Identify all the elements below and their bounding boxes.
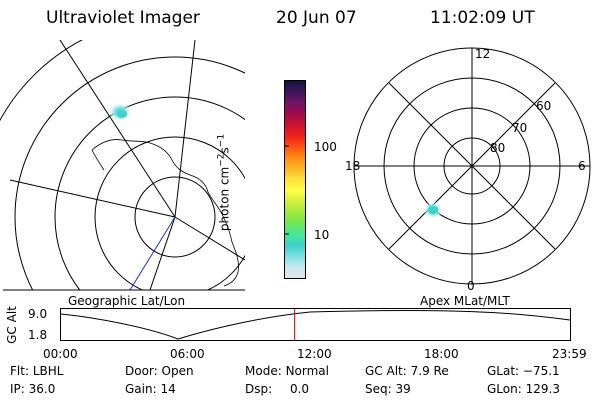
status-value: 14 (160, 382, 176, 396)
status-key: Mode: (245, 364, 282, 378)
longitude-line (9, 179, 176, 218)
date-label: 20 Jun 07 (276, 8, 357, 28)
status-key: GLat: (487, 364, 520, 378)
apex-map: 12 0 18 6 60 70 80 (345, 47, 591, 293)
status-key: Door: (125, 364, 158, 378)
latitude-circle (134, 176, 216, 258)
status-ip: IP: 36.0 (10, 382, 55, 396)
aurora-core (117, 110, 127, 118)
status-key: Dsp: (245, 382, 273, 396)
longitude-line (174, 216, 245, 261)
timeline-xtick-0000: 00:00 (43, 347, 78, 361)
status-value: Normal (285, 364, 329, 378)
status-value: Open (161, 364, 194, 378)
timeline-xtick-2359: 23:59 (552, 347, 587, 361)
colorbar (284, 80, 306, 279)
status-key: Seq: (365, 382, 392, 396)
status-key: Gain: (125, 382, 157, 396)
timeline-axis-label: GC Alt (5, 306, 19, 344)
mlt-label-6: 6 (578, 159, 586, 173)
aurora-core (428, 206, 438, 214)
mlt-label-12: 12 (475, 47, 490, 61)
colorbar-tick-10: 10 (314, 228, 330, 242)
mlt-label-0: 0 (467, 279, 475, 293)
status-value: 39 (395, 382, 411, 396)
status-glat: GLat: −75.1 (487, 364, 560, 378)
longitude-line (59, 40, 176, 218)
status-value: −75.1 (522, 364, 560, 378)
latitude-circle (14, 56, 245, 290)
status-key: GC Alt: (365, 364, 407, 378)
colorbar-bar (284, 80, 306, 279)
timeline-xtick-1200: 12:00 (297, 347, 332, 361)
colorbar-unit-main: photon cm (217, 166, 232, 232)
colorbar-unit-sup2: −1 (216, 133, 227, 148)
geographic-map-label: Geographic Lat/Lon (68, 294, 186, 308)
colorbar-unit: photon cm−2s−1 (217, 108, 232, 258)
status-filter: Flt: LBHL (10, 364, 63, 378)
app-title: Ultraviolet Imager (46, 8, 200, 28)
timeline-xtick-0600: 06:00 (170, 347, 205, 361)
mlat-label-60: 60 (536, 99, 551, 113)
apex-map-label: Apex MLat/MLT (420, 294, 510, 308)
status-door: Door: Open (125, 364, 194, 378)
timeline-plot (60, 308, 571, 341)
status-value: 0.0 (289, 382, 310, 396)
status-key: Flt: (10, 364, 29, 378)
longitude-line (174, 40, 196, 218)
timeline-xtick-1800: 18:00 (424, 347, 459, 361)
time-label: 11:02:09 UT (430, 8, 535, 28)
latitude-circle (54, 96, 245, 290)
geographic-map (0, 40, 245, 291)
altitude-curve (60, 310, 571, 340)
status-value: 36.0 (28, 382, 56, 396)
status-glon: GLon: 129.3 (487, 382, 560, 396)
timeline-frame (60, 308, 571, 341)
mlt-label-18: 18 (345, 159, 360, 173)
status-dsp: Dsp: 0.0 (245, 382, 309, 396)
status-value: 7.9 Re (410, 364, 449, 378)
status-key: GLon: (487, 382, 522, 396)
timeline-ytick-bottom: 1.8 (28, 328, 48, 342)
mlat-label-70: 70 (512, 121, 527, 135)
colorbar-tick-100: 100 (314, 140, 337, 154)
status-value: LBHL (32, 364, 64, 378)
timeline-ytick-top: 9.0 (28, 307, 48, 321)
longitude-line (149, 216, 176, 290)
mlt-line (388, 82, 556, 250)
colorbar-unit-sup1: −2 (216, 153, 227, 167)
colorbar-unit-mid: s (217, 147, 232, 154)
status-value: 129.3 (525, 382, 560, 396)
latitude-circle (0, 40, 84, 122)
meridian-line (129, 216, 176, 290)
status-key: IP: (10, 382, 25, 396)
status-mode: Mode: Normal (245, 364, 329, 378)
status-gc-alt: GC Alt: 7.9 Re (365, 364, 449, 378)
status-seq: Seq: 39 (365, 382, 411, 396)
latitude-circle (94, 136, 245, 290)
mlat-label-80: 80 (490, 141, 505, 155)
coastline (91, 139, 239, 287)
status-gain: Gain: 14 (125, 382, 176, 396)
